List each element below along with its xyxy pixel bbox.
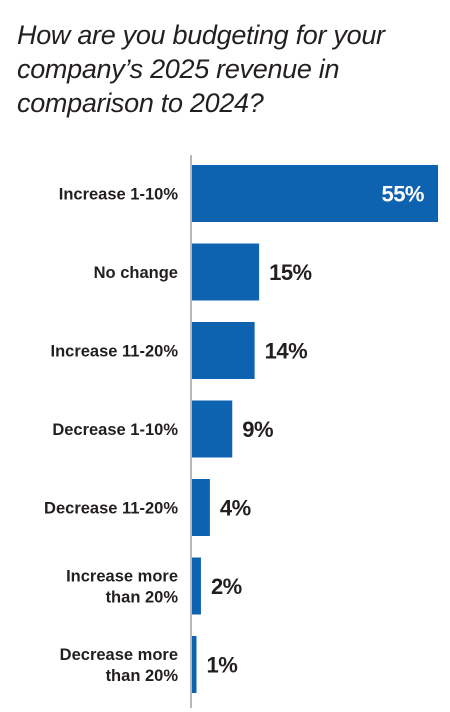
category-label-3: Decrease 1-10% bbox=[52, 421, 178, 439]
category-label-line: Increase 1-10% bbox=[59, 186, 179, 204]
category-label-line: Increase more bbox=[66, 568, 178, 586]
category-label-line: than 20% bbox=[106, 589, 179, 607]
value-label-1: 15% bbox=[269, 260, 312, 285]
labels-layer: Increase 1-10% 55% No change 15% Increase 11… bbox=[44, 182, 424, 686]
category-label-line: Increase 11-20% bbox=[50, 343, 178, 361]
category-label-5: Increase more than 20% bbox=[66, 568, 178, 607]
bar-6 bbox=[192, 636, 197, 693]
category-label-line: than 20% bbox=[106, 667, 179, 685]
bar-5 bbox=[192, 557, 201, 615]
category-label-0: Increase 1-10% bbox=[59, 186, 179, 204]
category-label-line: Decrease more bbox=[60, 646, 178, 664]
bars-layer bbox=[192, 165, 438, 693]
bar-2 bbox=[192, 322, 255, 379]
bar-0 bbox=[192, 165, 438, 222]
category-label-1: No change bbox=[94, 264, 178, 282]
category-label-line: Decrease 11-20% bbox=[44, 500, 178, 518]
value-label-0: 55% bbox=[381, 182, 424, 207]
value-label-2: 14% bbox=[265, 339, 308, 364]
category-label-line: Decrease 1-10% bbox=[52, 421, 178, 439]
category-label-4: Decrease 11-20% bbox=[44, 500, 178, 518]
chart-title: How are you budgeting for your company’s… bbox=[17, 20, 385, 118]
value-label-5: 2% bbox=[211, 574, 242, 599]
category-label-6: Decrease more than 20% bbox=[60, 646, 179, 685]
bar-4 bbox=[192, 479, 210, 536]
value-label-4: 4% bbox=[220, 496, 251, 521]
value-label-3: 9% bbox=[242, 417, 273, 442]
category-label-2: Increase 11-20% bbox=[50, 343, 178, 361]
value-label-6: 1% bbox=[206, 653, 237, 678]
category-label-line: No change bbox=[94, 264, 178, 282]
bar-1 bbox=[192, 243, 260, 301]
bar-3 bbox=[192, 400, 233, 458]
